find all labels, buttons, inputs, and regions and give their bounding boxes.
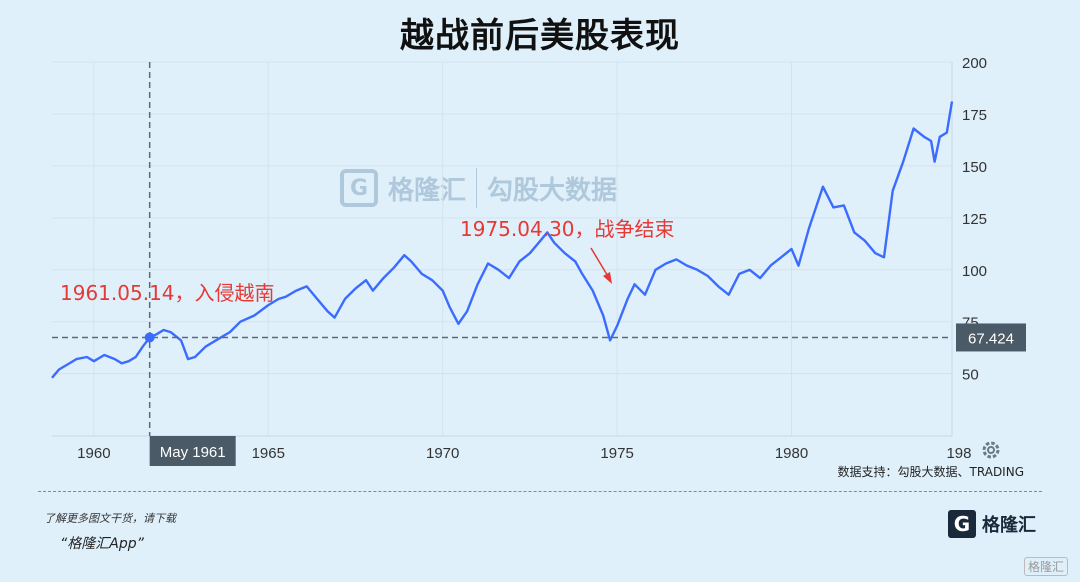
footer-divider bbox=[38, 491, 1042, 492]
brand-mark-icon: G bbox=[948, 510, 976, 538]
x-value-label-bg bbox=[149, 436, 236, 466]
y-tick-label: 100 bbox=[962, 263, 987, 280]
x-value-label: May 1961 bbox=[160, 444, 226, 461]
corner-watermark: 格隆汇 bbox=[1023, 557, 1068, 576]
index-line bbox=[51, 101, 954, 379]
data-source: 数据支持：勾股大数据、TRADING bbox=[837, 465, 1024, 479]
watermark-divider bbox=[476, 168, 478, 208]
y-tick-label: 175 bbox=[962, 107, 987, 124]
annotation-arrow-shaft bbox=[590, 247, 610, 279]
x-tick-label: 1975 bbox=[600, 445, 633, 462]
watermark: G 格隆汇 勾股大数据 bbox=[340, 168, 617, 208]
annotation-arrow-head bbox=[603, 272, 612, 284]
watermark-brand: 格隆汇 bbox=[388, 175, 467, 206]
y-value-label: 67.424 bbox=[968, 330, 1014, 347]
crosshair-point bbox=[144, 332, 155, 343]
chart-title: 越战前后美股表现 bbox=[400, 16, 680, 56]
gear-icon[interactable] bbox=[982, 441, 1000, 459]
brand-name: 格隆汇 bbox=[982, 515, 1036, 536]
y-tick-label: 150 bbox=[962, 159, 987, 176]
x-tick-label: 1980 bbox=[775, 445, 808, 462]
annotation-invasion: 1961.05.14，入侵越南 bbox=[60, 281, 275, 305]
watermark-site: 勾股大数据 bbox=[487, 175, 618, 206]
x-tick-label: 1965 bbox=[252, 445, 285, 462]
download-prompt: 了解更多图文干货，请下载 bbox=[44, 512, 176, 525]
y-value-label-bg bbox=[956, 323, 1026, 352]
x-tick-label: 1970 bbox=[426, 445, 459, 462]
x-tick-label: 1960 bbox=[77, 445, 110, 462]
brand-logo: G 格隆汇 bbox=[948, 510, 1036, 538]
annotation-war-end: 1975.04.30，战争结束 bbox=[460, 217, 675, 241]
app-name: “格隆汇App” bbox=[60, 536, 144, 552]
y-tick-label: 125 bbox=[962, 211, 987, 228]
x-tick-label: 198 bbox=[946, 445, 971, 462]
watermark-logo-icon: G bbox=[340, 169, 378, 207]
y-tick-label: 50 bbox=[962, 367, 979, 384]
y-tick-label: 200 bbox=[962, 55, 987, 72]
